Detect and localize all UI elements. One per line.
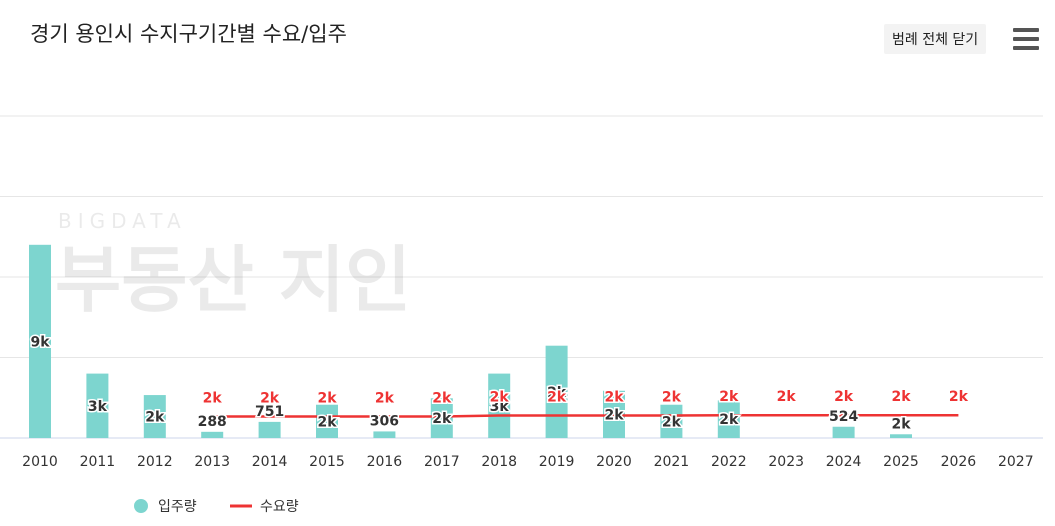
legend-line-icon	[230, 504, 252, 508]
x-tick-2010: 2010	[22, 454, 58, 470]
legend-item-demand[interactable]: 수요량	[230, 496, 299, 516]
line-label-2018: 2k	[490, 389, 510, 405]
line-label-2023: 2k	[777, 389, 797, 405]
watermark: BIGDATA 부동산 지인	[55, 209, 411, 322]
bar-2011	[86, 373, 109, 438]
line-label-2013: 2k	[203, 391, 223, 407]
bar-2018	[488, 373, 511, 438]
bar-label-2012: 2k	[145, 410, 165, 426]
bar-2025	[890, 434, 912, 438]
legend-label-demand: 수요량	[260, 499, 299, 515]
bar-label-2024: 524	[829, 409, 858, 425]
bar-label-2020: 2k	[604, 407, 624, 423]
demand-line	[212, 413, 959, 418]
legend-item-supply[interactable]: 입주량	[132, 496, 197, 516]
bar-label-2019: 2k	[547, 385, 567, 401]
bar-2014	[258, 421, 281, 438]
legend-toggle-button[interactable]: 범례 전체 닫기	[884, 24, 987, 54]
bar-label-2015: 2k	[317, 414, 337, 430]
bar-label-2021: 2k	[662, 414, 682, 430]
bar-label-2010: 9k	[30, 334, 50, 350]
x-tick-2023: 2023	[768, 454, 804, 470]
bar-2010	[29, 244, 51, 438]
x-tick-2021: 2021	[654, 454, 690, 470]
x-tick-2017: 2017	[424, 454, 460, 470]
line-label-2022: 2k	[719, 389, 739, 405]
bar-2021	[660, 404, 683, 438]
x-tick-2027: 2027	[998, 454, 1034, 470]
bar-label-2011: 3k	[88, 399, 108, 415]
x-tick-2020: 2020	[596, 454, 632, 470]
bar-2017	[430, 398, 453, 438]
line-label-2021: 2k	[662, 389, 682, 405]
bar-2016	[373, 431, 396, 438]
bar-label-2018: 3k	[490, 399, 510, 415]
hamburger-menu-icon[interactable]	[1013, 28, 1039, 50]
line-label-2025: 2k	[891, 389, 911, 405]
line-label-2016: 2k	[375, 391, 395, 407]
watermark-large: 부동산 지인	[55, 238, 411, 322]
x-axis-ticks: 2010 2011 2012 2013 2014 2015 2016 2017 2018 2019…	[22, 454, 1033, 470]
bar-label-2013: 288	[198, 414, 227, 430]
bar-label-2016: 306	[370, 413, 399, 429]
bar-2024	[832, 426, 855, 438]
bar-2012	[143, 395, 166, 438]
bar-series	[29, 244, 912, 438]
x-tick-2025: 2025	[883, 454, 919, 470]
x-tick-2013: 2013	[194, 454, 230, 470]
grid-lines	[0, 115, 1043, 439]
x-tick-2026: 2026	[941, 454, 977, 470]
line-label-2026: 2k	[949, 389, 969, 405]
bar-2022	[717, 400, 740, 438]
line-label-2017: 2k	[432, 391, 452, 407]
x-tick-2014: 2014	[252, 454, 288, 470]
x-tick-2024: 2024	[826, 454, 862, 470]
line-label-2020: 2k	[604, 389, 624, 405]
line-label-2019: 2k	[547, 389, 567, 405]
bar-2015	[316, 404, 338, 438]
line-labels: 2k 2k 2k 2k 2k 2k 2k 2k 2k 2k 2k 2k 2k 2k	[201, 388, 970, 408]
bar-2013	[201, 431, 224, 438]
x-tick-2022: 2022	[711, 454, 747, 470]
legend-label-supply: 입주량	[158, 499, 197, 515]
x-tick-2018: 2018	[481, 454, 517, 470]
x-tick-2019: 2019	[539, 454, 575, 470]
line-label-2024: 2k	[834, 389, 854, 405]
x-tick-2015: 2015	[309, 454, 345, 470]
bar-label-2017: 2k	[432, 411, 452, 427]
page-title: 경기 용인시 수지구기간별 수요/입주	[30, 22, 347, 46]
x-tick-2016: 2016	[367, 454, 403, 470]
watermark-small: BIGDATA	[58, 209, 187, 233]
x-tick-2011: 2011	[80, 454, 116, 470]
bar-label-2022: 2k	[719, 412, 739, 428]
legend-circle-icon	[134, 499, 148, 513]
x-tick-2012: 2012	[137, 454, 173, 470]
bar-label-2025: 2k	[891, 416, 911, 432]
line-series	[212, 413, 959, 418]
line-label-2014: 2k	[260, 391, 280, 407]
line-label-2015: 2k	[317, 391, 337, 407]
bar-label-2014: 751	[255, 404, 284, 420]
